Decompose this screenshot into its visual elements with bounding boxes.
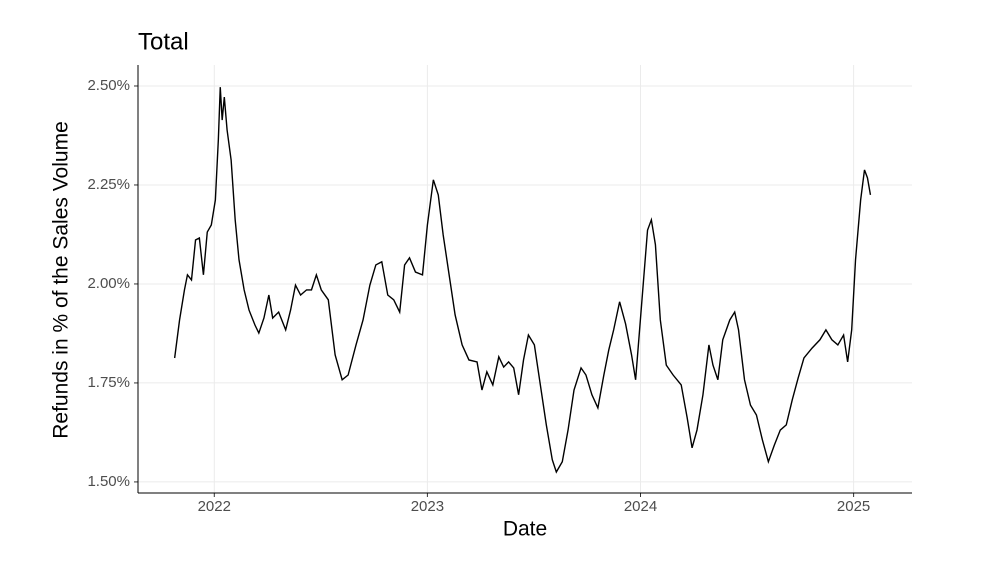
y-tick-label: 1.75% xyxy=(87,374,130,391)
line-series xyxy=(173,87,872,474)
y-tick-label: 2.50% xyxy=(87,77,130,94)
x-tick-label: 2023 xyxy=(411,498,444,515)
y-tick-label: 2.00% xyxy=(87,275,130,292)
x-tick-label: 2025 xyxy=(837,498,870,515)
y-tick-label: 2.25% xyxy=(87,176,130,193)
y-axis-title: Refunds in % of the Sales Volume xyxy=(50,121,73,439)
x-tick-label: 2024 xyxy=(624,498,657,515)
chart-title: Total xyxy=(138,28,189,55)
x-tick-label: 2022 xyxy=(198,498,231,515)
y-tick-label: 1.50% xyxy=(87,473,130,490)
x-axis-title: Date xyxy=(503,518,547,541)
